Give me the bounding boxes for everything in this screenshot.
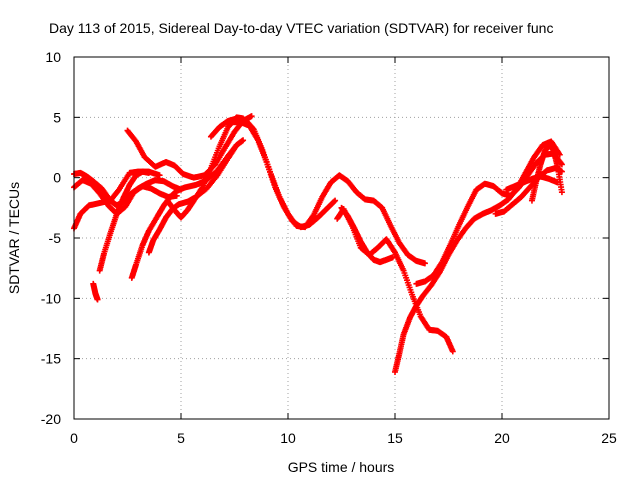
- y-tick-label: 5: [53, 109, 61, 125]
- x-axis-title: GPS time / hours: [288, 459, 395, 475]
- chart-title: Day 113 of 2015, Sidereal Day-to-day VTE…: [49, 20, 553, 36]
- data-point: [389, 254, 396, 261]
- series-arc-9: [165, 114, 247, 221]
- series-arc-10: [207, 115, 428, 267]
- series-arc-3: [71, 177, 180, 217]
- data-point: [145, 169, 152, 176]
- x-tick-label: 25: [601, 430, 617, 446]
- y-tick-label: -5: [49, 230, 62, 246]
- data-point: [156, 172, 163, 179]
- series-arc-11: [229, 119, 339, 231]
- y-axis-title: SDTVAR / TECUs: [6, 182, 22, 294]
- x-tick-label: 5: [177, 430, 185, 446]
- y-tick-label: 0: [53, 170, 61, 186]
- series-arc-16: [492, 165, 565, 217]
- data-point: [421, 260, 428, 267]
- data-point: [240, 137, 247, 144]
- data-point: [248, 113, 255, 120]
- x-tick-label: 10: [280, 430, 296, 446]
- x-tick-label: 20: [494, 430, 510, 446]
- y-tick-label: -20: [41, 411, 61, 427]
- y-tick-label: -15: [41, 351, 61, 367]
- tick-labels: 0 5 10 15 20 25 -20 -15 -10 -5 0 5 10: [41, 49, 617, 446]
- y-tick-label: 10: [45, 49, 61, 65]
- axis-ticks: [73, 56, 610, 420]
- data-point: [331, 198, 338, 205]
- series-arc-15: [413, 150, 565, 287]
- series-arc-18: [528, 142, 565, 204]
- series-arc-13: [338, 204, 396, 266]
- data-point: [556, 151, 563, 158]
- data-point: [449, 348, 456, 355]
- data-points: [71, 113, 565, 375]
- x-tick-label: 15: [387, 430, 403, 446]
- series-arc-5: [96, 168, 152, 274]
- x-tick-label: 0: [70, 430, 78, 446]
- data-point: [94, 296, 101, 303]
- y-tick-label: -10: [41, 290, 61, 306]
- series-arc-4: [90, 280, 101, 303]
- data-point: [332, 197, 339, 204]
- data-point: [558, 189, 565, 196]
